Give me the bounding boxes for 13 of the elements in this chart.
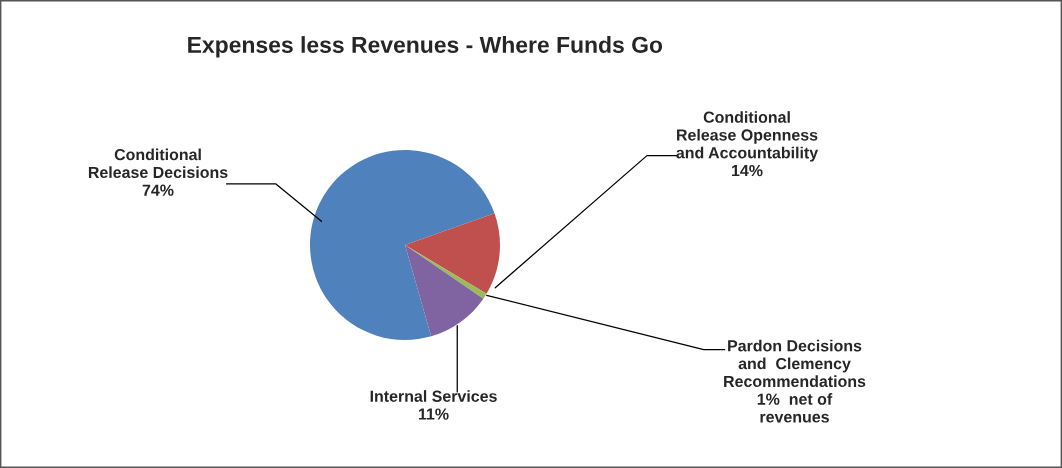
slice-label: Internal Services [370, 390, 497, 402]
data-label: 1% net of revenues [757, 393, 833, 423]
pie-slice [405, 245, 487, 299]
pie-slice [310, 150, 495, 340]
slice-label: Conditional Release Decisions [88, 148, 228, 179]
slice-label: Conditional Release Openness and Accountability [676, 111, 819, 162]
pie-slice [405, 213, 500, 294]
slice-label: Pardon Decisions and Clemency Recommendations [724, 339, 866, 388]
pie-slice [405, 245, 484, 337]
data-label: 11% [418, 408, 449, 420]
chart-title: Expenses less Revenues - Where Funds Go [188, 36, 663, 58]
data-label: 74% [142, 184, 174, 196]
data-label: 14% [732, 164, 763, 177]
